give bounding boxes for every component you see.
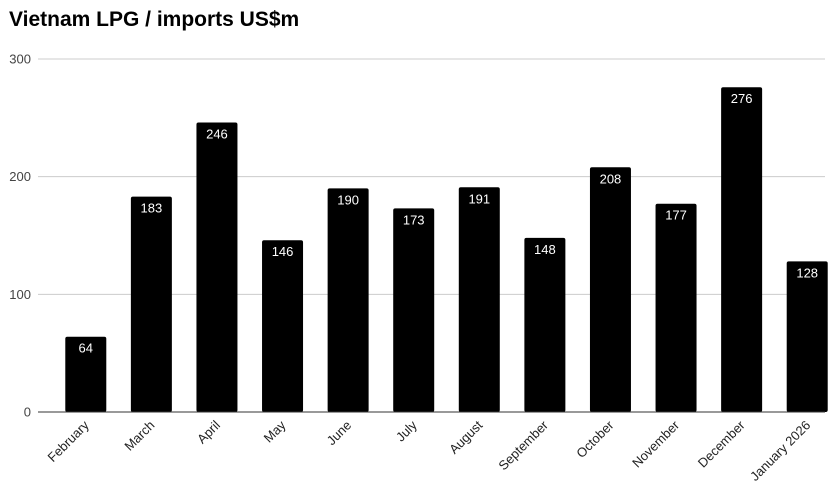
x-tick-label: March [121, 418, 157, 454]
y-tick-label: 300 [9, 52, 31, 67]
data-label: 177 [665, 208, 687, 223]
x-tick-label: July [393, 417, 420, 444]
bar [262, 240, 304, 412]
y-axis-ticks: 0 100 200 300 [9, 52, 31, 420]
data-label: 191 [468, 191, 490, 206]
data-label: 208 [600, 171, 622, 186]
bars [65, 87, 828, 413]
x-tick-label: February [45, 417, 93, 465]
bar [721, 87, 763, 413]
bar [393, 208, 435, 412]
x-tick-label: October [573, 417, 617, 461]
data-label: 173 [403, 212, 425, 227]
x-tick-label: September [495, 417, 551, 473]
data-label: 276 [731, 91, 753, 106]
data-label: 190 [337, 192, 359, 207]
bar [130, 196, 172, 412]
bar [65, 336, 107, 412]
x-tick-label: August [446, 417, 485, 456]
x-tick-label: May [261, 417, 289, 445]
bar [655, 203, 697, 412]
data-label: 146 [272, 244, 294, 259]
bar [786, 261, 828, 412]
x-tick-label: January 2026 [747, 418, 813, 484]
bar [458, 187, 500, 412]
x-tick-label: April [194, 417, 223, 446]
y-tick-label: 200 [9, 169, 31, 184]
bar [196, 122, 238, 412]
bar [327, 188, 369, 412]
chart-title: Vietnam LPG / imports US$m [9, 8, 300, 31]
data-label: 128 [796, 265, 818, 280]
data-label: 246 [206, 127, 228, 142]
y-tick-label: 0 [24, 405, 31, 420]
x-tick-label: November [629, 417, 682, 470]
bar [589, 167, 631, 412]
data-labels: 64 183 246 146 190 173 191 148 208 177 276 128 [79, 91, 819, 355]
x-tick-label: December [695, 417, 748, 470]
data-label: 148 [534, 242, 556, 257]
x-tick-label: June [324, 418, 355, 449]
bar [524, 237, 566, 412]
x-axis-ticks: February March April May June July August Septe… [45, 417, 814, 484]
data-label: 183 [141, 201, 163, 216]
y-tick-label: 100 [9, 287, 31, 302]
data-label: 64 [79, 341, 93, 356]
